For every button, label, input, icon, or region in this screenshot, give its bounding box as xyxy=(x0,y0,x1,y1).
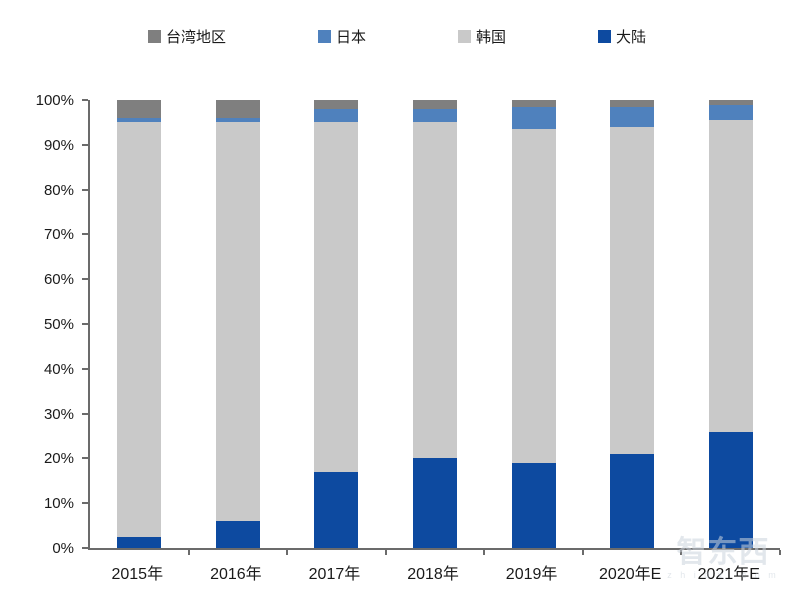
y-axis-tick xyxy=(82,367,88,370)
y-axis-labels: 0% 10% 20% 30% 40% 50% 60% 70% 80% 90% 100% xyxy=(0,92,80,557)
bar-segment-大陆 xyxy=(610,453,655,548)
y-axis-tick-label: 50% xyxy=(43,316,74,333)
bar-segment-日本 xyxy=(117,117,162,123)
x-axis-labels: 2015年 2016年 2017年 2018年 2019年 2020年E 2021年E xyxy=(88,560,778,584)
bar-segment-韩国 xyxy=(610,126,655,454)
bar-segment-大陆 xyxy=(117,536,162,548)
legend-item-韩国: 韩国 xyxy=(458,26,506,47)
bar-segment-大陆 xyxy=(708,431,753,548)
x-axis-tick-label: 2020年E xyxy=(599,566,662,583)
bar-segment-台湾地区 xyxy=(215,100,260,118)
y-axis-tick-label: 60% xyxy=(43,271,74,289)
legend-label: 韩国 xyxy=(476,29,507,46)
x-axis-tick-label: 2017年 xyxy=(308,566,361,583)
bar-slot-2018年 xyxy=(386,100,485,548)
legend-swatch xyxy=(148,30,161,43)
y-axis-tick-label: 70% xyxy=(43,226,74,244)
y-axis-tick-label: 10% xyxy=(43,495,74,513)
stacked-bar xyxy=(610,100,655,548)
x-axis-tick xyxy=(187,550,190,555)
y-axis-tick xyxy=(82,547,88,549)
x-axis-tick-label: 2016年 xyxy=(210,566,262,583)
y-axis-tick-label: 100% xyxy=(35,92,74,109)
bar-slot-2021年E xyxy=(681,100,780,548)
x-axis-tick-label: 2021年E xyxy=(697,566,760,583)
bar-segment-日本 xyxy=(511,106,556,130)
stacked-bar xyxy=(314,100,359,548)
bar-segment-日本 xyxy=(215,117,260,123)
y-axis-tick xyxy=(82,457,88,460)
plot-area xyxy=(82,99,781,555)
bar-slot-2016年 xyxy=(189,100,288,548)
bar-segment-大陆 xyxy=(314,471,359,548)
x-axis-tick-label: 2015年 xyxy=(111,566,164,583)
bar-segment-韩国 xyxy=(117,122,162,537)
bar-segment-大陆 xyxy=(215,521,260,548)
y-axis-tick-label: 40% xyxy=(43,360,74,378)
y-axis-tick-label: 0% xyxy=(52,540,74,557)
legend-label: 大陆 xyxy=(616,29,647,46)
x-axis-tick xyxy=(286,550,289,555)
x-axis-tick xyxy=(483,550,486,555)
x-axis-tick xyxy=(581,550,584,555)
x-axis-tick-label: 2019年 xyxy=(505,566,558,583)
bar-segment-大陆 xyxy=(413,458,458,548)
legend-swatch xyxy=(598,30,612,43)
bar-segment-台湾地区 xyxy=(511,100,556,107)
stacked-bar xyxy=(117,100,162,548)
legend-swatch xyxy=(318,30,332,43)
bar-slot-2020年E xyxy=(583,100,682,548)
stacked-bar xyxy=(215,100,260,548)
bar-slot-2019年 xyxy=(484,100,583,548)
x-axis-tick-label: 2018年 xyxy=(407,566,459,583)
bar-slot-2017年 xyxy=(287,100,386,548)
y-axis-tick-label: 80% xyxy=(43,181,74,199)
y-axis-tick xyxy=(82,323,88,325)
y-axis-tick xyxy=(82,502,88,505)
legend-label: 日本 xyxy=(336,29,367,46)
bar-segment-台湾地区 xyxy=(708,100,753,105)
y-axis-tick-label: 20% xyxy=(43,450,74,468)
bar-segment-台湾地区 xyxy=(314,100,359,109)
legend: 台湾地区 日本 韩国 大陆 xyxy=(148,26,646,47)
y-axis-tick xyxy=(82,143,88,146)
y-axis-tick xyxy=(82,278,88,281)
x-axis-tick xyxy=(680,550,683,555)
bar-segment-台湾地区 xyxy=(413,100,458,109)
bar-segment-台湾地区 xyxy=(117,100,162,118)
legend-label: 台湾地区 xyxy=(166,29,227,46)
bar-segment-台湾地区 xyxy=(610,100,655,107)
bar-segment-大陆 xyxy=(511,462,556,548)
stacked-bar xyxy=(413,100,458,548)
bar-segment-韩国 xyxy=(413,122,458,459)
legend-item-台湾地区: 台湾地区 xyxy=(148,26,226,47)
stacked-bar xyxy=(708,100,753,548)
bar-segment-韩国 xyxy=(314,122,359,472)
x-axis-tick xyxy=(384,550,387,555)
bar-segment-韩国 xyxy=(511,129,556,463)
bar-segment-日本 xyxy=(610,106,655,127)
stacked-bar xyxy=(511,100,556,548)
y-axis-tick xyxy=(82,188,88,191)
bar-slot-2015年 xyxy=(90,100,189,548)
bar-segment-日本 xyxy=(413,108,458,123)
y-axis-tick xyxy=(82,99,88,101)
x-axis-tick xyxy=(779,550,781,555)
legend-swatch xyxy=(458,30,472,43)
y-axis-tick xyxy=(82,412,88,415)
bar-segment-韩国 xyxy=(215,122,260,522)
legend-item-大陆: 大陆 xyxy=(598,26,646,47)
legend-item-日本: 日本 xyxy=(318,26,366,47)
bar-segment-日本 xyxy=(708,104,753,121)
y-axis-tick xyxy=(82,233,88,236)
y-axis-tick-label: 90% xyxy=(43,136,74,154)
bar-segment-韩国 xyxy=(708,120,753,432)
bar-segment-日本 xyxy=(314,108,359,123)
y-axis-tick-label: 30% xyxy=(43,405,74,423)
